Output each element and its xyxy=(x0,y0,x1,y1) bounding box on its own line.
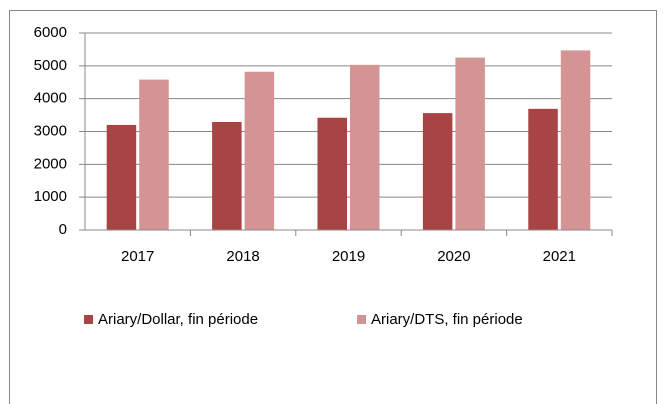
legend-label: Ariary/Dollar, fin période xyxy=(98,311,258,328)
x-tick-label: 2020 xyxy=(437,248,470,265)
legend-swatch xyxy=(84,315,93,324)
bar xyxy=(212,121,242,230)
y-tick-label: 1000 xyxy=(34,188,67,205)
x-tick-label: 2019 xyxy=(332,248,365,265)
legend-swatch xyxy=(357,315,366,324)
chart-border xyxy=(9,10,657,404)
bar xyxy=(455,57,485,230)
y-tick-label: 6000 xyxy=(34,24,67,41)
bar xyxy=(422,113,453,230)
y-tick-label: 3000 xyxy=(34,122,67,139)
bar xyxy=(244,71,275,230)
bar xyxy=(139,79,169,230)
bar xyxy=(106,124,137,230)
y-tick-label: 2000 xyxy=(34,155,67,172)
x-tick-label: 2017 xyxy=(121,248,154,265)
y-tick-label: 5000 xyxy=(34,57,67,74)
x-tick-label: 2021 xyxy=(543,248,576,265)
bar xyxy=(528,108,558,230)
bar xyxy=(317,117,347,230)
legend-label: Ariary/DTS, fin période xyxy=(371,311,523,328)
y-tick-label: 4000 xyxy=(34,90,67,107)
x-tick-label: 2018 xyxy=(226,248,259,265)
y-tick-label: 0 xyxy=(59,221,67,238)
bar xyxy=(350,64,380,231)
bar xyxy=(560,50,591,230)
